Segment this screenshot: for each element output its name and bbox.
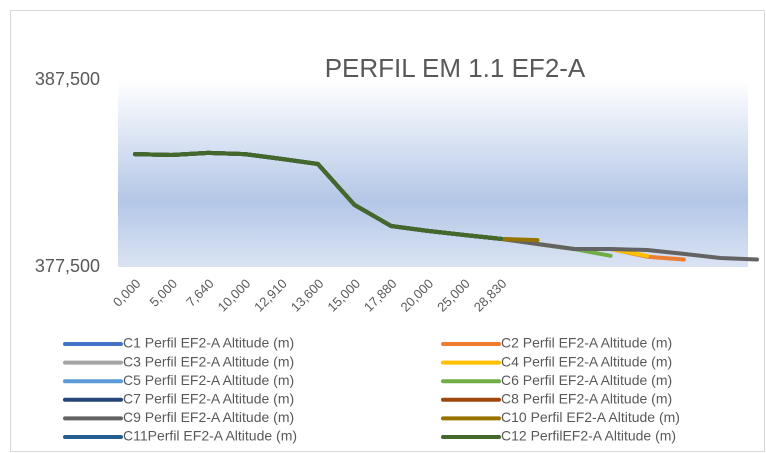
legend-label: C11Perfil EF2-A Altitude (m): [123, 428, 297, 444]
plot-area: [118, 80, 748, 267]
y-tick-label: 387,500: [35, 69, 100, 89]
legend-label: C10 Perfil EF2-A Altitude (m): [501, 409, 680, 425]
legend-label: C1 Perfil EF2-A Altitude (m): [123, 335, 294, 351]
legend-label: C8 Perfil EF2-A Altitude (m): [501, 391, 672, 407]
legend-label: C5 Perfil EF2-A Altitude (m): [123, 372, 294, 388]
legend-label: C3 Perfil EF2-A Altitude (m): [123, 353, 294, 369]
series-line: [133, 150, 503, 241]
legend-label: C12 PerfilEF2-A Altitude (m): [501, 428, 676, 444]
chart-title: PERFIL EM 1.1 EF2-A: [325, 53, 586, 83]
legend-label: C6 Perfil EF2-A Altitude (m): [501, 372, 672, 388]
legend-label: C7 Perfil EF2-A Altitude (m): [123, 391, 294, 407]
legend-label: C4 Perfil EF2-A Altitude (m): [501, 353, 672, 369]
legend-label: C9 Perfil EF2-A Altitude (m): [123, 409, 294, 425]
y-tick-label: 377,500: [35, 256, 100, 276]
legend-label: C2 Perfil EF2-A Altitude (m): [501, 335, 672, 351]
